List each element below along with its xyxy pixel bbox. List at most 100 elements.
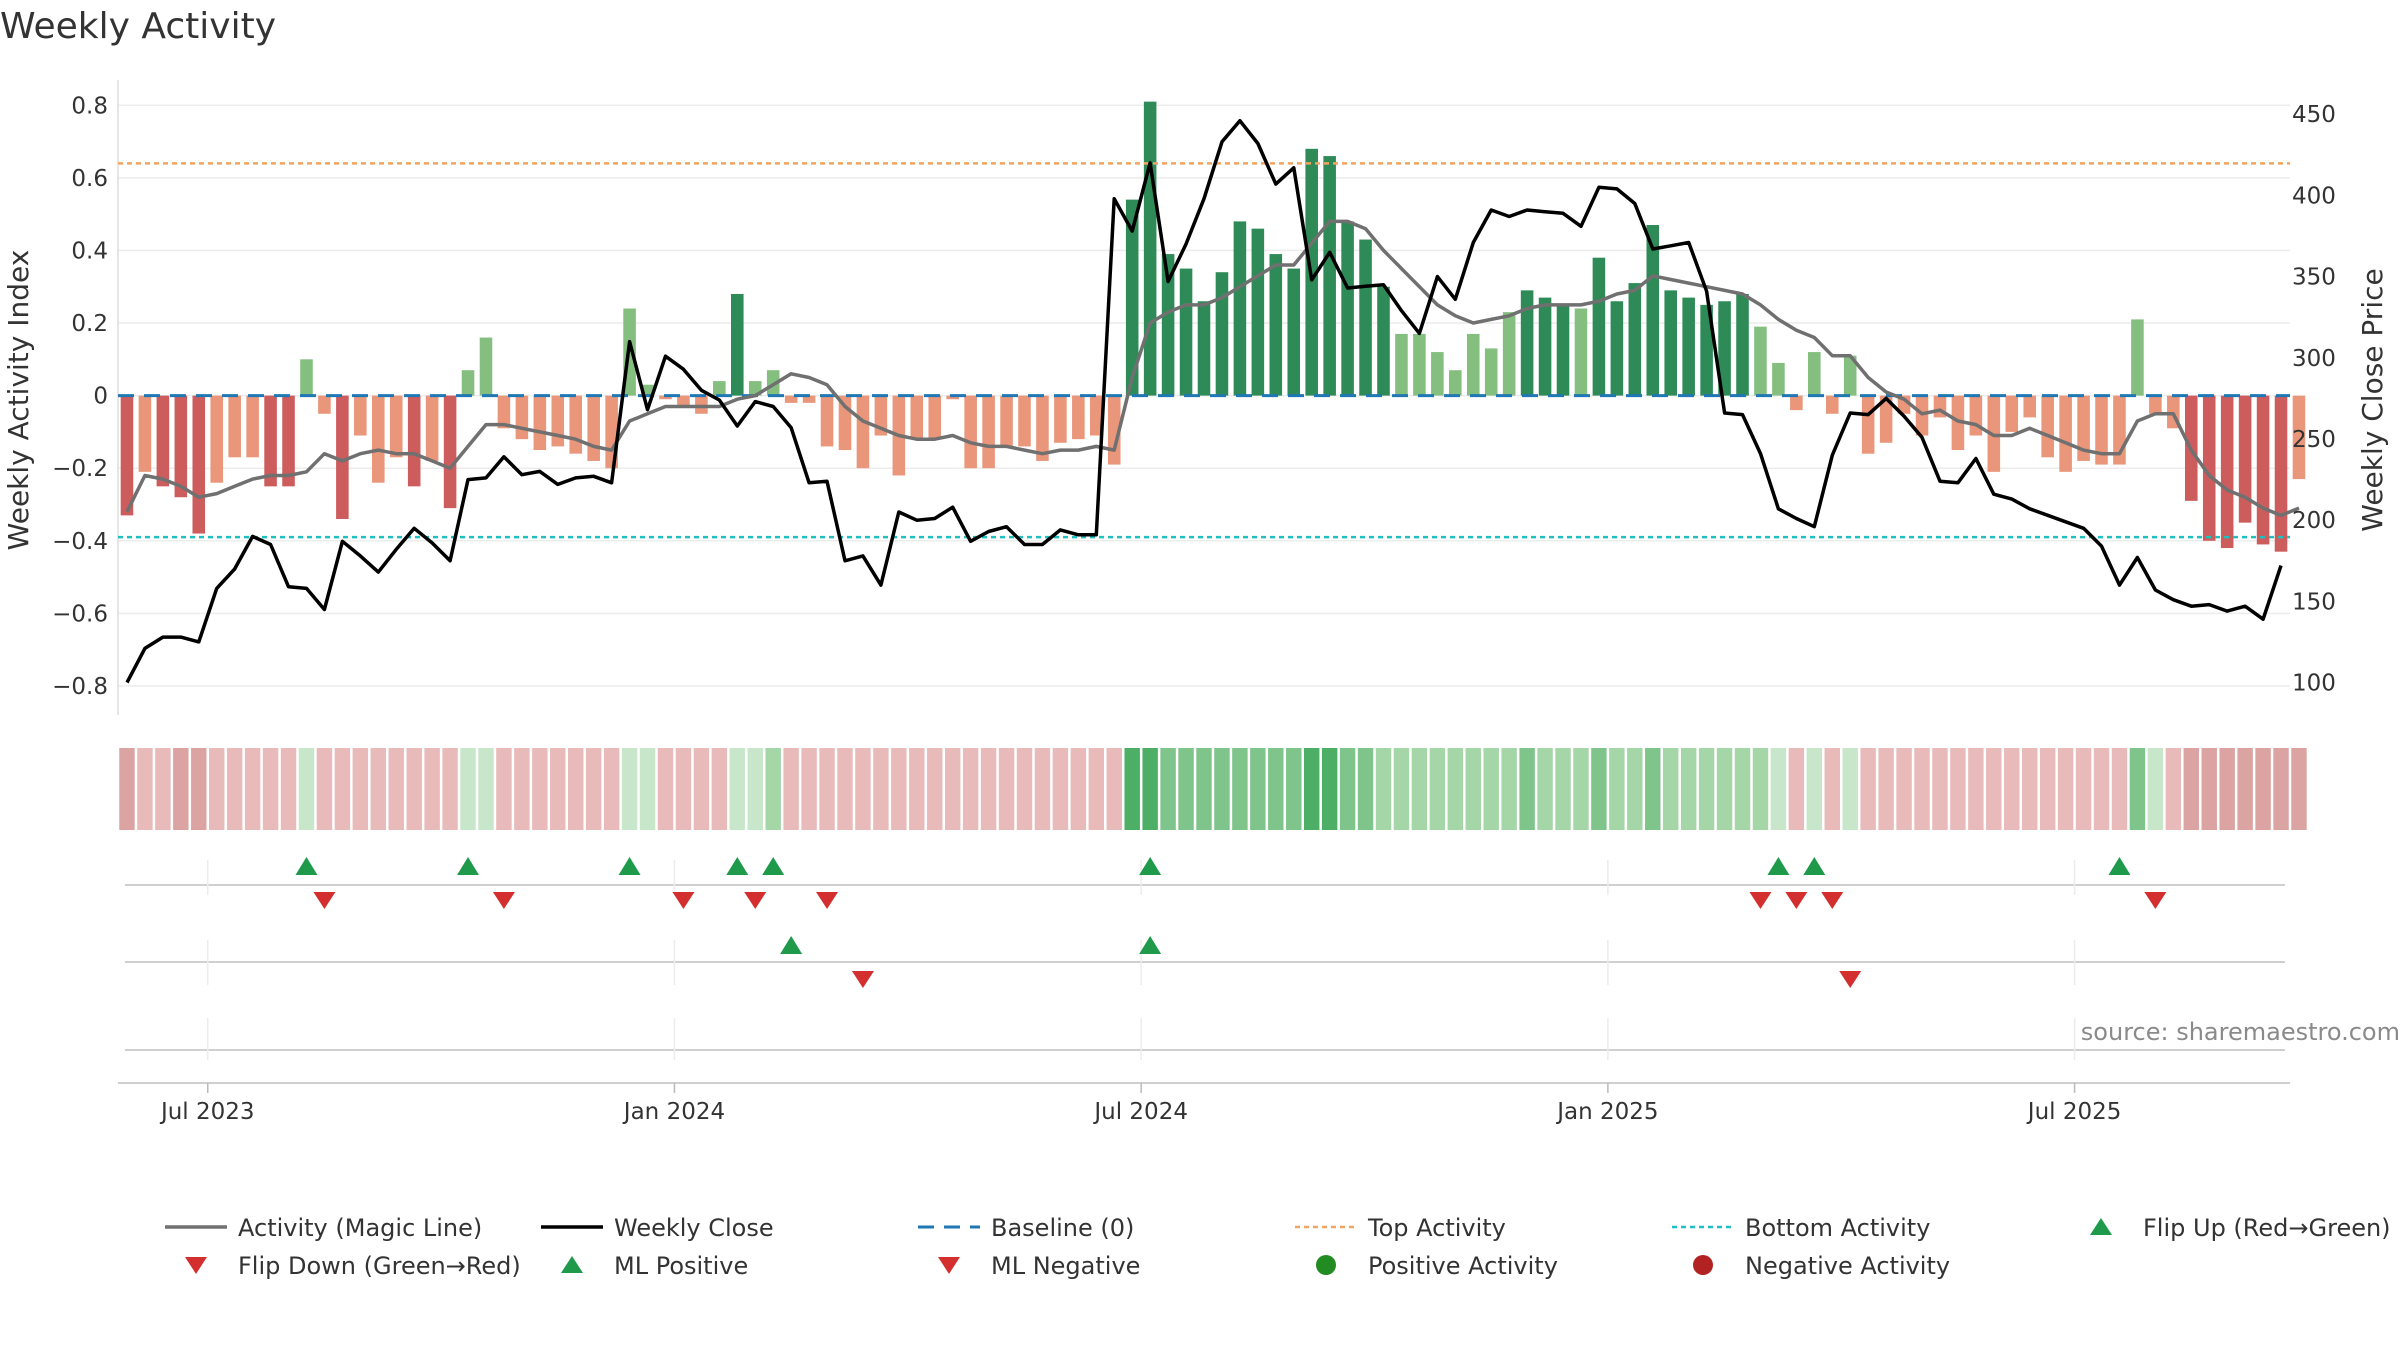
strip-cell-81 (1573, 748, 1589, 830)
strip-cell-62 (1232, 748, 1248, 830)
strip-cell-37 (783, 748, 799, 830)
strip-cell-96 (1842, 748, 1858, 830)
strip-cell-17 (424, 748, 440, 830)
activity-bar-93 (1790, 395, 1803, 411)
strip-cell-105 (2004, 748, 2020, 830)
strip-cell-51 (1034, 748, 1051, 830)
strip-cell-49 (998, 748, 1015, 830)
activity-bar-23 (533, 395, 547, 451)
legend-label-10: Negative Activity (1745, 1252, 1950, 1280)
strip-cell-15 (388, 748, 404, 830)
activity-bar-82 (1592, 257, 1606, 396)
strip-cell-19 (460, 748, 476, 830)
activity-bar-47 (964, 395, 977, 469)
strip-cell-99 (1896, 748, 1912, 830)
activity-bar-25 (569, 395, 583, 454)
activity-bar-26 (587, 395, 600, 461)
activity-bar-89 (1718, 301, 1731, 396)
activity-bar-96 (1843, 355, 1857, 396)
activity-bar-61 (1215, 272, 1229, 396)
strip-cell-116 (2201, 748, 2217, 830)
strip-cell-31 (675, 748, 692, 830)
strip-cell-108 (2057, 748, 2074, 830)
flip-down-marker-1 (492, 892, 515, 909)
activity-bar-121 (2292, 395, 2306, 480)
strip-cell-23 (532, 748, 548, 830)
activity-heat-strip (119, 748, 2307, 830)
strip-cell-113 (2147, 748, 2164, 830)
right-tick-4: 250 (2292, 427, 2336, 453)
ml-positive-marker-0 (780, 936, 803, 954)
strip-cell-56 (1124, 748, 1140, 830)
activity-bar-92 (1772, 362, 1785, 396)
flip-up-marker-7 (1803, 857, 1826, 875)
activity-bar-12 (336, 395, 349, 520)
strip-cell-59 (1178, 748, 1194, 830)
strip-cell-3 (173, 748, 189, 830)
strip-cell-110 (2093, 748, 2110, 830)
activity-bar-39 (820, 395, 834, 447)
activity-bar-0 (120, 395, 134, 516)
strip-cell-93 (1788, 748, 1805, 830)
activity-bar-18 (443, 395, 457, 509)
strip-cell-41 (855, 748, 871, 830)
activity-bar-9 (282, 395, 295, 487)
strip-cell-77 (1501, 748, 1517, 830)
activity-bar-75 (1466, 333, 1480, 396)
strip-cell-78 (1519, 748, 1535, 830)
x-tick-label-2: Jul 2024 (1092, 1099, 1188, 1125)
activity-bar-6 (228, 395, 241, 458)
strip-cell-43 (891, 748, 907, 830)
activity-bar-32 (695, 395, 708, 414)
x-tick-label-4: Jul 2025 (2026, 1099, 2122, 1125)
legend-label-4: Bottom Activity (1745, 1214, 1930, 1242)
activity-bar-21 (497, 395, 511, 429)
activity-bar-38 (802, 395, 816, 403)
magic-line (125, 219, 2300, 518)
activity-bar-117 (2220, 395, 2234, 549)
flip-up-marker-5 (1139, 857, 1162, 875)
signal-markers (118, 857, 2290, 1084)
strip-cell-58 (1160, 748, 1176, 830)
flip-down-marker-3 (744, 892, 767, 909)
x-tick-label-1: Jan 2024 (622, 1099, 725, 1125)
left-axis-label: Weekly Activity Index (2, 250, 35, 551)
strip-cell-6 (226, 748, 243, 830)
strip-cell-52 (1052, 748, 1069, 830)
legend-symbol-10 (1693, 1255, 1713, 1275)
strip-cell-101 (1932, 748, 1948, 830)
activity-bar-3 (174, 395, 188, 498)
strip-cell-119 (2255, 748, 2271, 830)
flip-up-marker-2 (618, 857, 641, 875)
flip-down-marker-8 (2144, 892, 2167, 909)
strip-cell-83 (1609, 748, 1625, 830)
activity-bar-29 (641, 384, 654, 396)
activity-bar-19 (461, 370, 475, 396)
strip-cell-45 (927, 748, 943, 830)
strip-cell-112 (2129, 748, 2146, 830)
strip-cell-67 (1321, 748, 1338, 830)
strip-cell-74 (1447, 748, 1464, 830)
activity-bar-86 (1664, 290, 1677, 396)
strip-cell-30 (657, 748, 674, 830)
strip-cell-102 (1950, 748, 1966, 830)
activity-bar-14 (371, 395, 385, 483)
strip-cell-75 (1465, 748, 1481, 830)
activity-bar-77 (1502, 312, 1516, 396)
strip-cell-117 (2219, 748, 2235, 830)
activity-bar-31 (677, 395, 690, 407)
x-tick-label-3: Jan 2025 (1555, 1099, 1658, 1125)
right-tick-0: 450 (2292, 102, 2336, 128)
strip-cell-10 (298, 748, 315, 830)
strip-cell-36 (765, 748, 781, 830)
strip-cell-89 (1716, 748, 1733, 830)
left-tick-5: −0.2 (52, 456, 108, 482)
strip-cell-27 (603, 748, 620, 830)
activity-bar-70 (1377, 286, 1390, 396)
activity-bar-52 (1054, 395, 1067, 443)
strip-cell-11 (316, 748, 333, 830)
activity-bar-16 (407, 395, 421, 487)
activity-bar-68 (1341, 221, 1354, 396)
x-axis: Jul 2023 Jan 2024 Jul 2024 Jan 2025 Jul 2025 (159, 1083, 2121, 1125)
activity-bar-80 (1556, 304, 1570, 396)
